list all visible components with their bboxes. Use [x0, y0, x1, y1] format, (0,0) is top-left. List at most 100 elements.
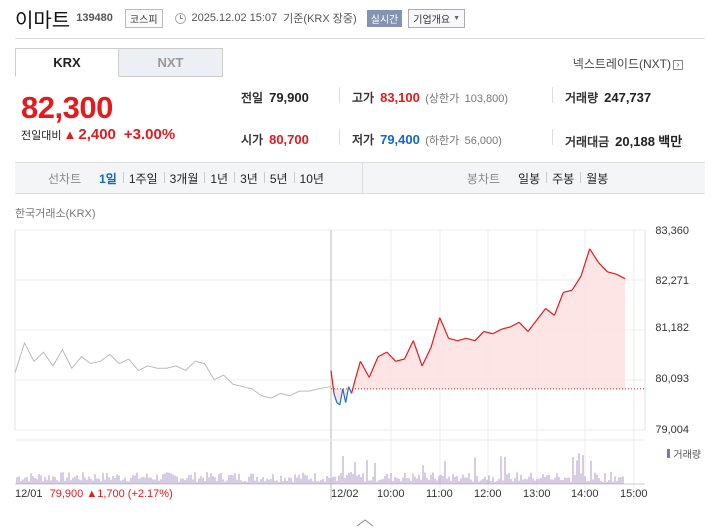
period-10y[interactable]: 10년 [293, 170, 330, 187]
stat-high: 고가 83,100 (상한가 103,800) [352, 89, 508, 106]
candle-daily[interactable]: 일봉 [518, 171, 541, 186]
company-info-dropdown[interactable]: 기업개요 ▼ [408, 8, 466, 28]
prev-day-change: ▲1,700 [86, 488, 125, 500]
change-percent: +3.00% [123, 126, 176, 143]
series-today-segment [563, 289, 573, 294]
y-tick-label: 80,093 [655, 373, 689, 385]
period-5y[interactable]: 5년 [263, 170, 294, 187]
series-today-segment [483, 330, 493, 335]
tab-krx[interactable]: KRX [15, 48, 119, 77]
x-tick-label: 12:00 [474, 488, 502, 500]
stat-turnover: 거래대금 20,188 백만 [565, 131, 682, 150]
stat-label: 고가 [352, 91, 375, 105]
candle-weekly[interactable]: 주봉 [546, 170, 580, 187]
stat-divider [339, 129, 340, 145]
nextrade-link[interactable]: 넥스트레이드(NXT) › [573, 55, 683, 72]
series-today-segment [412, 340, 423, 367]
stat-low: 저가 79,400 (하한가 56,000) [352, 131, 502, 148]
market-badge: 코스피 [124, 8, 163, 28]
stat-label: 거래량 [565, 91, 599, 105]
period-1y[interactable]: 1년 [204, 170, 234, 187]
quote-datetime: 2025.12.02 15:07 [191, 12, 278, 24]
volume-legend-label: 거래량 [673, 450, 701, 461]
company-info-label: 기업개요 [413, 14, 451, 26]
nextrade-link-label: 넥스트레이드(NXT) [572, 57, 671, 71]
stat-open: 시가 80,700 [241, 131, 309, 148]
chevron-up-icon [356, 519, 374, 527]
period-1w[interactable]: 1주일 [122, 170, 164, 187]
change-amount: 2,400 [78, 126, 116, 143]
series-today-segment [536, 308, 547, 321]
exchange-tabs: KRX NXT [15, 48, 223, 77]
x-tick-label: 13:00 [523, 488, 551, 500]
series-today-segment [527, 319, 538, 332]
stock-code: 139480 [76, 12, 113, 24]
series-today-segment [492, 328, 502, 335]
stat-divider [552, 129, 553, 145]
series-today-segment [348, 386, 353, 394]
tab-nxt[interactable]: NXT [119, 48, 223, 77]
prev-day-pct: (+2.17%) [127, 488, 173, 500]
series-today-segment [395, 358, 405, 362]
stock-name: 이마트 [15, 9, 71, 32]
price-change: 전일대비 ▲ 2,400 +3.00% [21, 126, 175, 143]
series-today-segment [607, 271, 617, 275]
stat-unit: 백만 [658, 134, 683, 149]
series-today-segment [403, 340, 414, 360]
series-today-segment [448, 337, 458, 342]
quote-basis: 기준(KRX 장중) [283, 13, 357, 25]
series-today-segment [466, 337, 476, 342]
upper-limit-label: (상한가 [425, 93, 460, 105]
prev-day-close: 79,900 [49, 488, 84, 500]
stat-value: 247,737 [604, 90, 652, 105]
current-price: 82,300 [21, 90, 113, 125]
upper-limit-value: 103,800) [464, 93, 509, 105]
x-tick-label: 10:00 [377, 488, 405, 500]
period-3m[interactable]: 3개월 [163, 170, 205, 187]
prev-day-date: 12/01 [15, 488, 43, 500]
prev-day-summary: 12/01 79,900 ▲1,700 (+2.17%) [15, 488, 173, 500]
quote-stats: 전일 79,900 고가 83,100 (상한가 103,800) 거래량 247,7… [241, 83, 706, 167]
series-today-segment [421, 347, 432, 367]
series-today-segment [377, 351, 388, 358]
x-tick-label: 14:00 [571, 488, 599, 500]
stat-value: 83,100 [380, 90, 420, 105]
stat-prev-close: 전일 79,900 [241, 89, 309, 106]
lower-limit-label: (하한가 [425, 135, 460, 147]
series-today-segment [368, 356, 379, 378]
candle-monthly[interactable]: 월봉 [580, 170, 614, 187]
header-divider [15, 38, 705, 39]
series-today-segment [333, 393, 338, 403]
series-today-segment [359, 361, 370, 378]
series-today-segment [518, 321, 529, 332]
stat-label: 시가 [241, 133, 264, 147]
period-3y[interactable]: 3년 [234, 170, 264, 187]
stat-value: 20,188 [615, 134, 655, 149]
series-today-segment [430, 317, 441, 348]
series-today-segment [553, 292, 564, 316]
change-label: 전일대비 [21, 129, 62, 142]
period-divider [361, 162, 363, 194]
chart-period-bar: 선차트 1일 1주일 3개월 1년 3년 5년 10년 봉차트 일봉 주봉 월봉 [15, 162, 705, 194]
series-today-segment [342, 388, 347, 403]
stat-label: 거래대금 [565, 135, 610, 149]
stat-label: 전일 [241, 91, 264, 105]
series-today-segment [545, 308, 555, 316]
stat-volume: 거래량 247,737 [565, 89, 651, 106]
series-today-segment [474, 331, 485, 342]
external-link-icon: › [673, 59, 683, 70]
chart-source: 한국거래소(KRX) [15, 208, 96, 220]
series-today-segment [580, 248, 591, 277]
stat-label: 저가 [352, 133, 375, 147]
x-tick-label: 15:00 [620, 488, 648, 500]
lower-limit-value: 56,000) [464, 135, 502, 147]
period-1d[interactable]: 1일 [99, 171, 117, 186]
stats-row-1: 전일 79,900 고가 83,100 (상한가 103,800) 거래량 247,7… [241, 83, 706, 125]
series-today-segment [350, 381, 356, 394]
stock-header: 이마트 139480 코스피 2025.12.02 15:07 기준(KRX 장… [15, 5, 705, 32]
up-triangle-icon: ▲ [63, 127, 77, 142]
x-tick-label: 11:00 [426, 488, 453, 500]
stat-divider [339, 87, 340, 103]
realtime-badge[interactable]: 실시간 [366, 9, 403, 27]
